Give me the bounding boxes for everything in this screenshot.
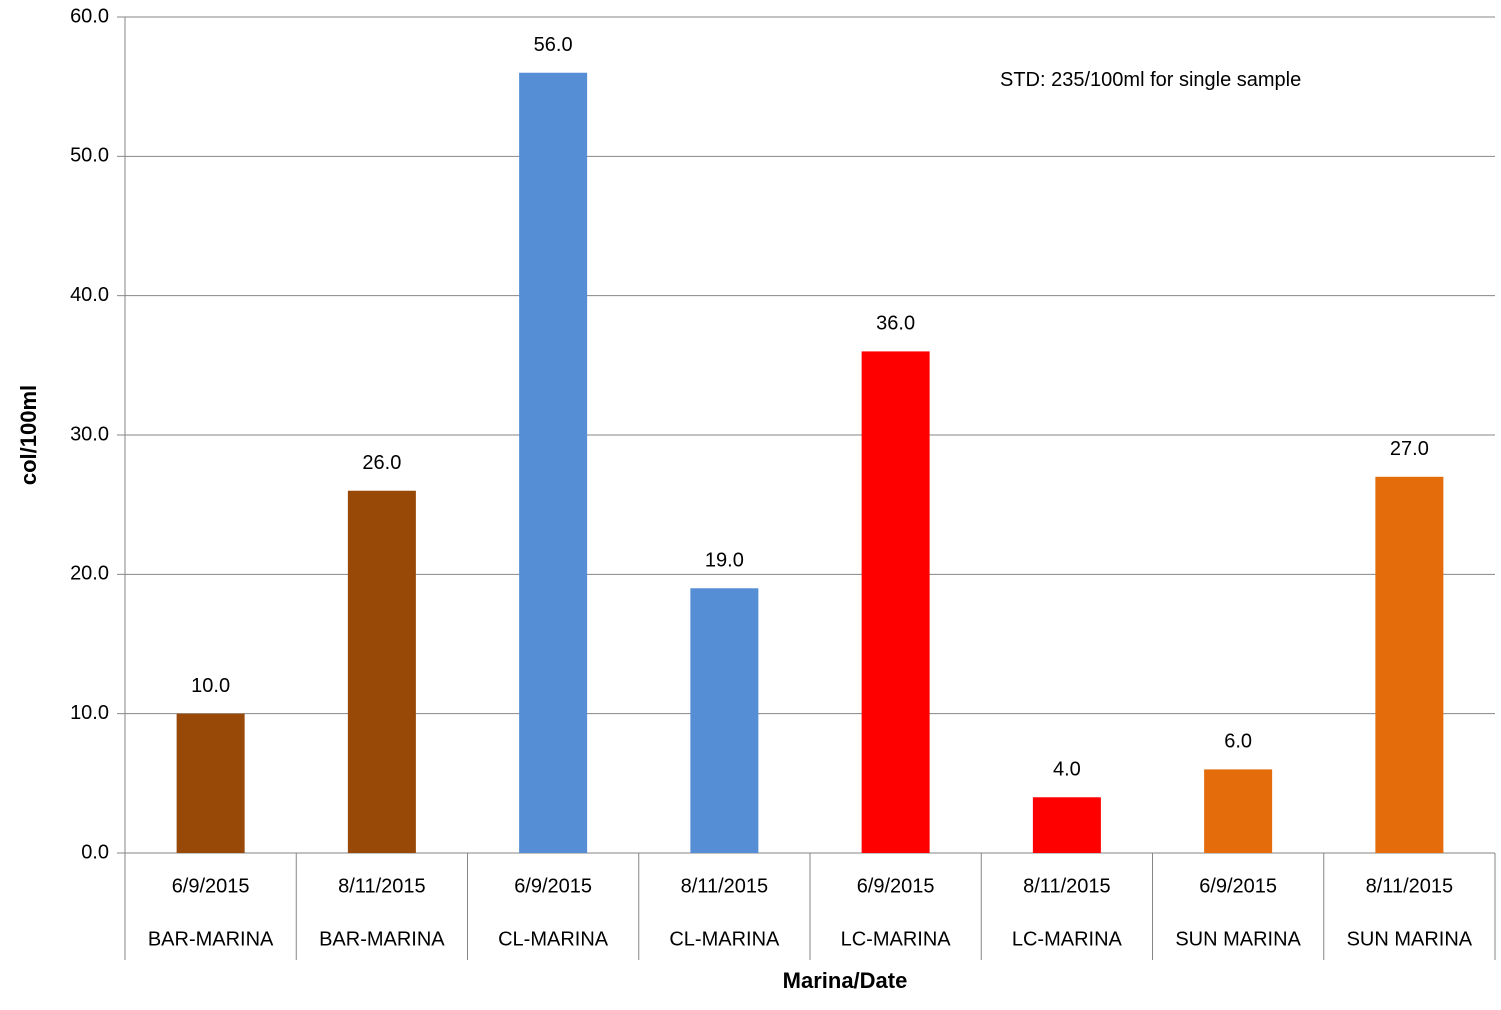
bar	[519, 72, 588, 853]
value-label: 56.0	[534, 34, 573, 56]
group-label: BAR-MARINA	[319, 928, 445, 950]
y-tick-label: 60.0	[70, 5, 109, 27]
bar	[690, 588, 759, 853]
value-label: 4.0	[1053, 759, 1081, 781]
value-label: 26.0	[362, 452, 401, 474]
x-tick-label: 6/9/2015	[172, 875, 250, 897]
x-tick-label: 8/11/2015	[681, 875, 769, 897]
y-tick-label: 50.0	[70, 145, 109, 167]
y-tick-label: 30.0	[70, 423, 109, 445]
bar	[1032, 797, 1101, 853]
value-label: 19.0	[705, 550, 744, 572]
value-label: 36.0	[876, 313, 915, 335]
bar	[347, 490, 416, 853]
group-label: CL-MARINA	[669, 928, 780, 950]
annotation: STD: 235/100ml for single sample	[1000, 69, 1302, 91]
x-tick-label: 8/11/2015	[1023, 875, 1111, 897]
value-label: 6.0	[1224, 731, 1252, 753]
x-tick-label: 6/9/2015	[857, 875, 935, 897]
group-label: LC-MARINA	[841, 928, 952, 950]
bar	[176, 713, 245, 853]
value-label: 10.0	[191, 675, 230, 697]
bar	[1375, 476, 1444, 853]
x-axis-title: Marina/Date	[783, 968, 908, 993]
bar	[861, 351, 930, 853]
y-tick-label: 10.0	[70, 702, 109, 724]
bar	[1204, 769, 1273, 853]
value-label: 27.0	[1390, 438, 1429, 460]
y-tick-label: 20.0	[70, 563, 109, 585]
x-tick-label: 8/11/2015	[1366, 875, 1454, 897]
x-tick-label: 6/9/2015	[1199, 875, 1277, 897]
x-tick-label: 8/11/2015	[338, 875, 426, 897]
y-tick-label: 40.0	[70, 284, 109, 306]
y-tick-label: 0.0	[81, 841, 109, 863]
group-label: BAR-MARINA	[148, 928, 274, 950]
group-label: LC-MARINA	[1012, 928, 1123, 950]
y-axis-title: col/100ml	[16, 385, 41, 485]
group-label: CL-MARINA	[498, 928, 609, 950]
x-tick-label: 6/9/2015	[514, 875, 592, 897]
group-label: SUN MARINA	[1347, 928, 1473, 950]
group-label: SUN MARINA	[1175, 928, 1301, 950]
